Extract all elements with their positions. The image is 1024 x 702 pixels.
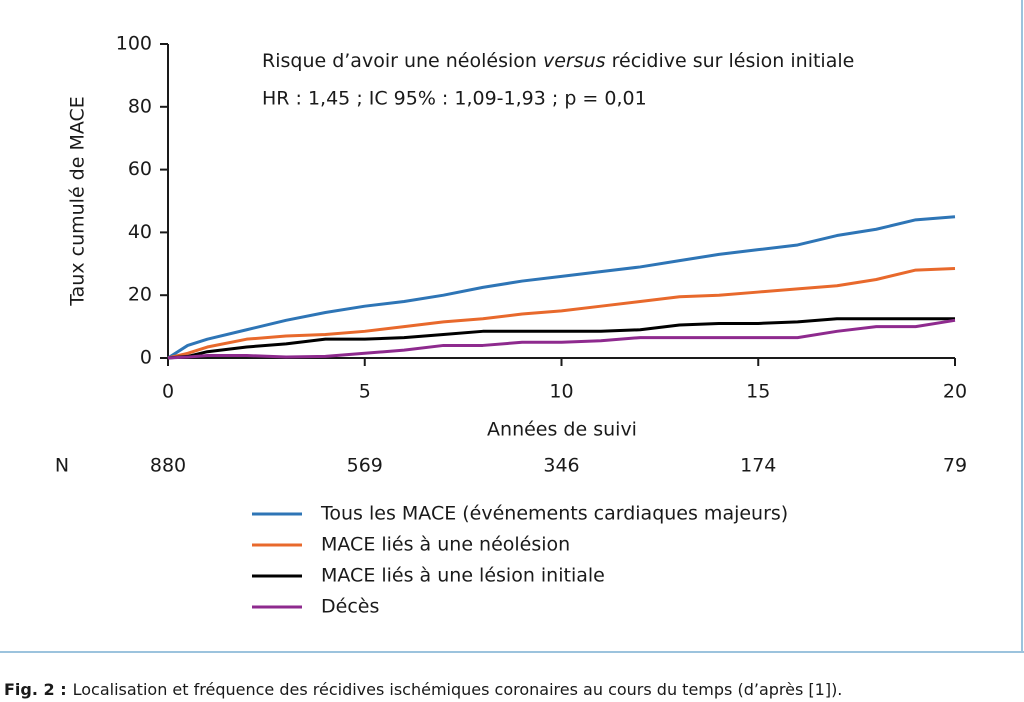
- y-tick-label: 0: [140, 347, 152, 369]
- legend-label: Tous les MACE (événements cardiaques maj…: [320, 503, 788, 525]
- risk-count: 880: [150, 455, 186, 477]
- x-axis-label: Années de suivi: [487, 419, 637, 441]
- risk-count: 346: [543, 455, 579, 477]
- risk-count: 174: [740, 455, 776, 477]
- y-tick-label: 40: [128, 221, 152, 243]
- caption-label: Fig. 2 :: [4, 680, 67, 699]
- y-tick-label: 80: [128, 95, 152, 117]
- x-tick-label: 5: [359, 381, 371, 403]
- legend-label: Décès: [321, 596, 379, 618]
- series-line: [167, 317, 955, 360]
- x-tick-label: 10: [549, 381, 573, 403]
- series-line: [167, 267, 956, 360]
- annotation: Risque d’avoir une néolésion versus réci…: [262, 50, 854, 72]
- y-axis-label: Taux cumulé de MACE: [67, 96, 89, 307]
- annotation: HR : 1,45 ; IC 95% : 1,09-1,93 ; p = 0,0…: [262, 88, 647, 110]
- legend-label: MACE liés à une lésion initiale: [321, 565, 605, 587]
- caption-text: Localisation et fréquence des récidives …: [73, 680, 843, 699]
- risk-count: 569: [347, 455, 383, 477]
- x-tick-label: 0: [162, 381, 174, 403]
- caption: Fig. 2 : Localisation et fréquence des ré…: [4, 680, 842, 699]
- legend-label: MACE liés à une néolésion: [321, 534, 570, 556]
- annotation-part: Risque d’avoir une néolésion: [262, 50, 543, 72]
- risk-table-label: N: [55, 455, 69, 477]
- annotation-part: récidive sur lésion initiale: [606, 50, 855, 72]
- annotation-part: versus: [543, 50, 606, 72]
- x-tick-label: 15: [746, 381, 770, 403]
- risk-count: 79: [943, 455, 967, 477]
- series-line: [167, 215, 956, 360]
- y-tick-label: 20: [128, 284, 152, 306]
- x-tick-label: 20: [943, 381, 967, 403]
- y-tick-label: 60: [128, 158, 152, 180]
- series-line: [167, 318, 956, 360]
- y-tick-label: 100: [116, 33, 152, 55]
